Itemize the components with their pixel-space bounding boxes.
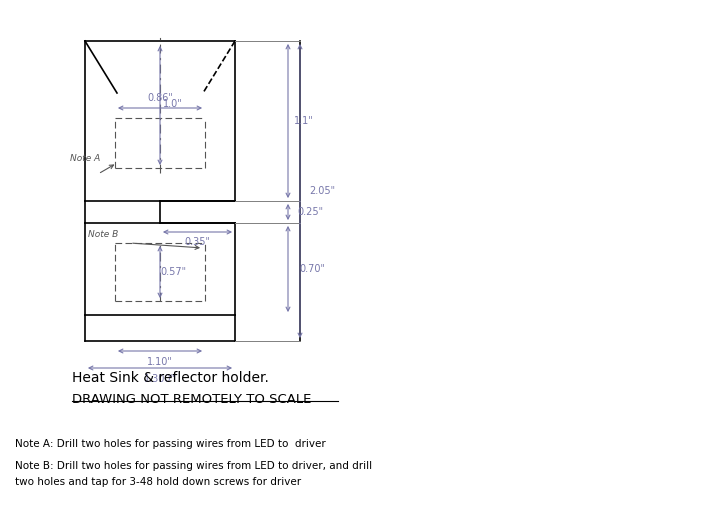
Text: 1.1": 1.1" (294, 116, 314, 126)
Text: 0.86": 0.86" (147, 93, 173, 103)
Text: 1.10": 1.10" (147, 357, 173, 367)
Text: Note B: Note B (88, 230, 118, 239)
Text: 1.0": 1.0" (163, 99, 183, 109)
Text: Heat Sink & reflector holder.: Heat Sink & reflector holder. (72, 371, 269, 385)
Text: 2.05": 2.05" (309, 186, 335, 196)
Text: 0.57": 0.57" (160, 267, 186, 277)
Text: 0.35": 0.35" (184, 237, 210, 247)
Text: DRAWING NOT REMOTELY TO SCALE: DRAWING NOT REMOTELY TO SCALE (72, 393, 311, 406)
Text: Note A: Note A (70, 154, 100, 163)
Text: Note A: Drill two holes for passing wires from LED to  driver: Note A: Drill two holes for passing wire… (15, 439, 325, 449)
Text: two holes and tap for 3-48 hold down screws for driver: two holes and tap for 3-48 hold down scr… (15, 477, 301, 487)
Text: 1.300": 1.300" (144, 374, 176, 384)
Text: 0.70": 0.70" (299, 264, 325, 274)
Text: 0.25": 0.25" (297, 207, 323, 217)
Text: Note B: Drill two holes for passing wires from LED to driver, and drill: Note B: Drill two holes for passing wire… (15, 461, 372, 471)
